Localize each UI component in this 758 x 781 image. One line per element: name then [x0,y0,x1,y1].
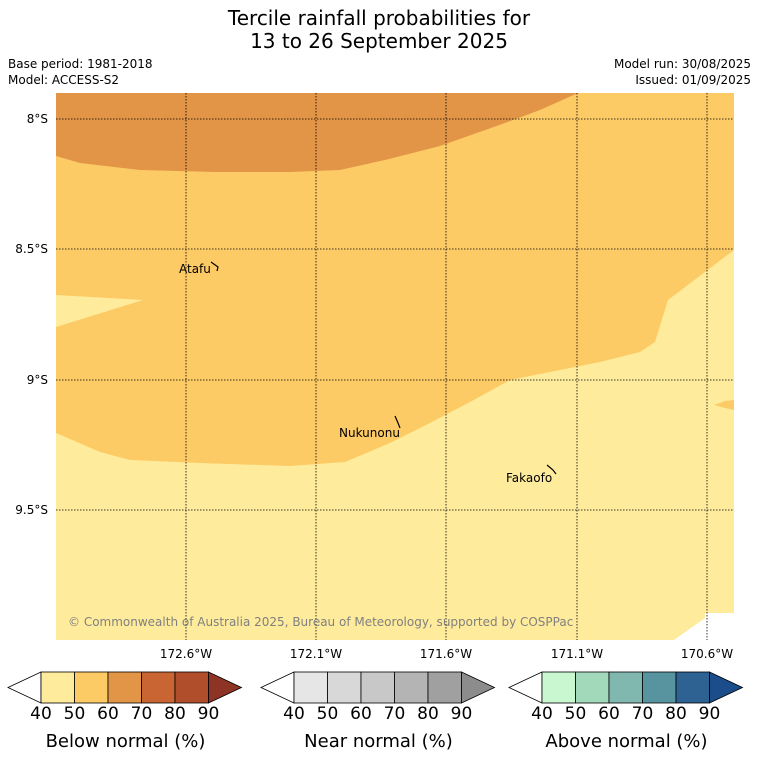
above-colorbar-segment [675,671,710,704]
near-colorbar-segment [327,671,362,704]
below-colorbar-tick-label: 70 [130,704,153,724]
below-colorbar-tick-label: 50 [63,704,86,724]
near-colorbar-segment [394,671,429,704]
colorbar-above-normal [508,671,744,704]
below-colorbar-segment [107,671,142,704]
near-colorbar-tick-label: 60 [350,704,372,724]
below-colorbar-tick-label: 40 [30,704,52,724]
below-colorbar-left-extension [7,671,42,704]
no-data-region [674,613,734,640]
colorbar-near-normal [260,671,496,704]
above-colorbar-tick-label: 60 [598,704,620,724]
near-colorbar-tick-label: 80 [417,704,439,724]
lat-label-8s: 8°S [27,112,48,126]
model-name: Model: ACCESS-S2 [8,73,120,87]
above-colorbar-tick-label: 70 [631,704,654,724]
below-colorbar-tick-label: 80 [164,704,186,724]
model-run: Model run: 30/08/2025 [613,57,751,71]
colorbar-below-normal [7,671,243,704]
below-colorbar-right-extension [208,671,243,704]
near-colorbar-tick-label: 90 [450,704,473,724]
lat-label-9-5s: 9.5°S [15,503,48,517]
near-colorbar-tick-label: 70 [383,704,406,724]
lat-label-8-5s: 8.5°S [15,242,48,256]
below-colorbar-tick-label: 90 [197,704,220,724]
colorbar-above-title: Above normal (%) [545,731,708,752]
near-colorbar-segment [427,671,462,704]
gridlines [56,93,734,640]
lon-label-172-1w: 172.1°W [290,647,342,661]
lat-label-9s: 9°S [27,373,48,387]
nukunonu-atoll-outline [394,415,401,429]
above-colorbar-segment [642,671,677,704]
colorbar-near-title: Near normal (%) [304,731,453,752]
above-colorbar-tick-label: 90 [698,704,721,724]
place-label-nukunonu: Nukunonu [339,426,400,440]
below-colorbar-segment [141,671,176,704]
below-50-60-patch [714,400,734,410]
below-60-70-region [56,93,578,172]
below-50-60-region [56,93,734,466]
near-colorbar-segment [360,671,395,704]
lon-label-172-6w: 172.6°W [160,647,212,661]
colorbar-below-title: Below normal (%) [45,731,206,752]
issued-date: Issued: 01/09/2025 [635,73,751,87]
fakaofo-atoll-outline [546,464,557,475]
below-colorbar-tick-label: 60 [97,704,119,724]
above-colorbar-left-extension [508,671,543,704]
above-colorbar-segment [541,671,576,704]
lon-label-171-1w: 171.1°W [551,647,603,661]
above-colorbar-tick-label: 80 [665,704,687,724]
below-colorbar-segment [40,671,75,704]
near-colorbar-left-extension [260,671,295,704]
place-label-fakaofo: Fakaofo [506,471,552,485]
near-colorbar-tick-label: 40 [283,704,305,724]
lon-label-170-6w: 170.6°W [681,647,733,661]
near-colorbar-tick-label: 50 [316,704,339,724]
copyright-notice: © Commonwealth of Australia 2025, Bureau… [68,615,573,629]
below-colorbar-segment [74,671,109,704]
below-colorbar-segment [174,671,209,704]
place-label-atafu: Atafu [179,262,211,276]
near-colorbar-segment [293,671,328,704]
above-colorbar-segment [608,671,643,704]
title-line-2: 13 to 26 September 2025 [250,29,508,53]
above-colorbar-tick-label: 50 [564,704,587,724]
above-colorbar-right-extension [709,671,744,704]
above-colorbar-segment [575,671,610,704]
base-period: Base period: 1981-2018 [8,57,153,71]
title-line-1: Tercile rainfall probabilities for [227,6,531,30]
map-fill [56,93,734,640]
lon-label-171-6w: 171.6°W [420,647,472,661]
above-colorbar-tick-label: 40 [531,704,553,724]
near-colorbar-right-extension [461,671,496,704]
atafu-atoll-outline [210,261,219,272]
